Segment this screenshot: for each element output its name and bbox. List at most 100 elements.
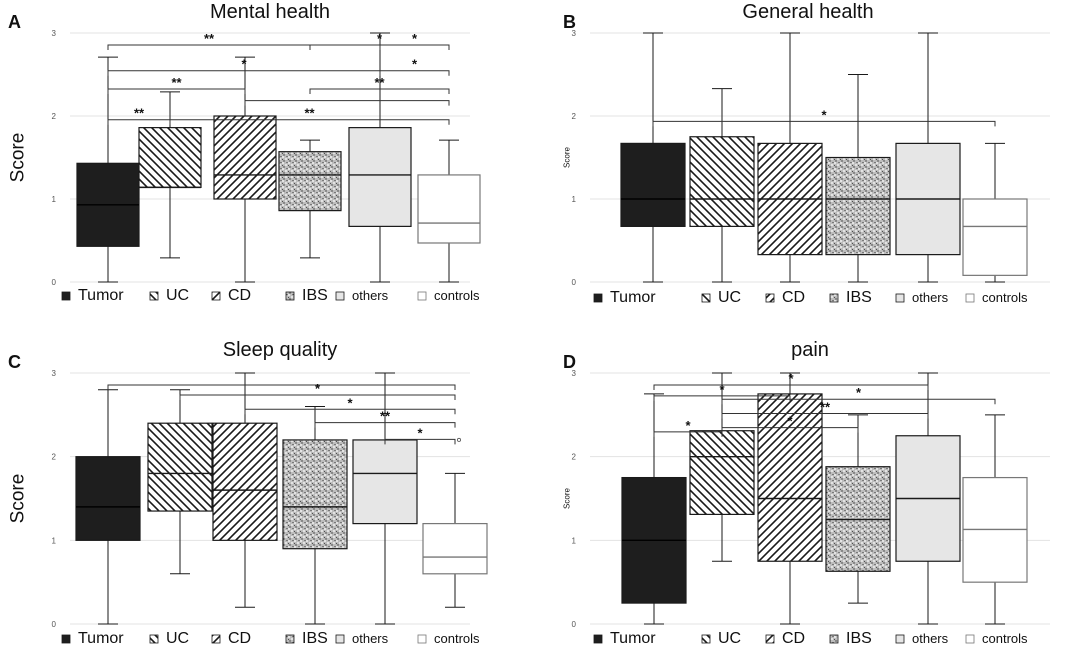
legend-item-ibs: IBS xyxy=(285,287,328,304)
bracket-line xyxy=(384,438,456,445)
outlier-point xyxy=(456,437,461,442)
panel-letter: C xyxy=(8,352,21,372)
significance-label: * xyxy=(412,57,418,72)
legend-label: UC xyxy=(718,289,741,306)
box-iqr xyxy=(757,393,823,562)
significance-label: * xyxy=(821,107,827,122)
box-others xyxy=(895,372,961,625)
legend-label: CD xyxy=(782,289,805,306)
significance-label: * xyxy=(241,57,247,72)
legend-label: UC xyxy=(166,287,189,304)
bracket-line xyxy=(721,427,859,433)
bracket-line xyxy=(653,384,929,390)
significance-bracket: * xyxy=(653,418,723,437)
legend-swatch xyxy=(701,634,711,644)
legend-item-ibs: IBS xyxy=(829,630,872,647)
legend-swatch xyxy=(149,291,159,301)
legend-item-others: others xyxy=(895,290,949,305)
bracket-line xyxy=(653,431,723,437)
significance-bracket: * xyxy=(179,381,456,401)
legend-item-controls: controls xyxy=(965,290,1028,305)
box-iqr xyxy=(825,156,891,256)
y-tick-label: 3 xyxy=(572,29,577,38)
box-controls xyxy=(417,139,481,283)
legend-item-tumor: Tumor xyxy=(593,630,656,647)
significance-bracket: * xyxy=(379,31,450,50)
significance-label: * xyxy=(788,371,794,386)
bracket-line xyxy=(652,120,996,127)
y-tick-label: 0 xyxy=(52,278,57,287)
box-tumor xyxy=(75,389,141,625)
legend-label: others xyxy=(912,290,949,305)
legend-swatch xyxy=(211,634,221,644)
significance-bracket: * xyxy=(721,385,996,405)
legend-item-cd: CD xyxy=(765,289,805,306)
box-iqr xyxy=(147,422,213,512)
significance-bracket: ** xyxy=(107,31,311,50)
legend-item-controls: controls xyxy=(417,288,480,303)
box-tumor xyxy=(621,393,687,625)
legend-swatch xyxy=(765,293,775,303)
y-tick-label: 1 xyxy=(52,195,57,204)
box-iqr xyxy=(282,439,348,550)
box-iqr xyxy=(417,174,481,244)
box-iqr xyxy=(278,151,342,212)
legend-item-ibs: IBS xyxy=(285,630,328,647)
box-uc xyxy=(689,372,755,562)
legend-item-cd: CD xyxy=(211,287,251,304)
significance-bracket: * xyxy=(653,382,791,401)
box-cd xyxy=(757,372,823,625)
legend-swatch xyxy=(61,291,71,301)
significance-bracket: * xyxy=(379,57,450,76)
legend-swatch xyxy=(829,634,839,644)
significance-bracket: ** xyxy=(107,75,246,94)
legend-swatch xyxy=(417,291,427,301)
box-cd xyxy=(757,32,823,283)
significance-bracket: * xyxy=(244,395,456,415)
significance-label: ** xyxy=(171,75,182,90)
box-iqr xyxy=(620,142,686,227)
legend-label: UC xyxy=(166,630,189,647)
bracket-line xyxy=(379,70,450,76)
box-iqr xyxy=(348,127,412,227)
y-tick-label: 0 xyxy=(572,620,577,629)
box-cd xyxy=(213,56,277,283)
legend-label: Tumor xyxy=(78,630,124,647)
legend-item-uc: UC xyxy=(149,630,189,647)
significance-bracket: ** xyxy=(107,106,171,125)
legend-swatch xyxy=(335,634,345,644)
significance-label: ** xyxy=(374,75,385,90)
legend-swatch xyxy=(61,634,71,644)
significance-label: ** xyxy=(820,399,831,414)
significance-label: * xyxy=(377,31,383,46)
legend-label: controls xyxy=(434,631,480,646)
box-cd xyxy=(212,372,278,608)
significance-label: * xyxy=(412,31,418,46)
panel-title: Mental health xyxy=(210,1,330,23)
panel-b: 0 1 2 3 General health B Score * Tumor UC CD IBS oth… xyxy=(563,1,1050,306)
box-uc xyxy=(689,88,755,283)
y-tick-label: 0 xyxy=(52,620,57,629)
box-uc xyxy=(147,389,213,575)
legend-item-cd: CD xyxy=(211,630,251,647)
legend-label: controls xyxy=(982,631,1028,646)
legend-swatch xyxy=(829,293,839,303)
y-tick-label: 3 xyxy=(52,369,57,378)
significance-bracket: ** xyxy=(169,106,450,125)
box-iqr xyxy=(75,456,141,541)
box-iqr xyxy=(689,430,755,515)
bracket-line xyxy=(379,44,450,50)
legend-label: IBS xyxy=(846,289,872,306)
bracket-line xyxy=(314,422,456,428)
significance-label: * xyxy=(719,382,725,397)
significance-bracket xyxy=(107,384,456,390)
significance-bracket: ** xyxy=(314,409,456,428)
bracket-line xyxy=(107,88,246,94)
panel-title: pain xyxy=(791,339,829,361)
legend-item-others: others xyxy=(895,631,949,646)
legend-swatch xyxy=(285,634,295,644)
legend-label: controls xyxy=(982,290,1028,305)
bracket-line xyxy=(179,394,456,401)
